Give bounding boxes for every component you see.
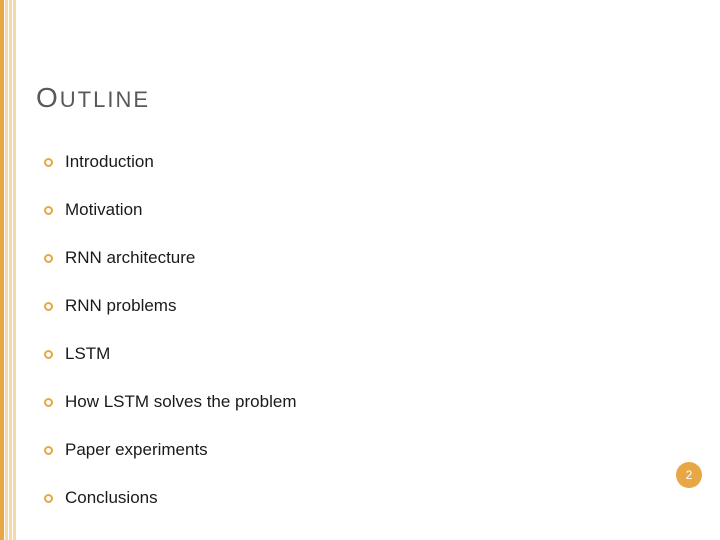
bullet-text: Motivation <box>65 200 142 220</box>
bullet-text: Introduction <box>65 152 154 172</box>
list-item: Introduction <box>44 152 680 172</box>
list-item: RNN problems <box>44 296 680 316</box>
bullet-text: Conclusions <box>65 488 158 508</box>
bullet-list: Introduction Motivation RNN architecture… <box>44 152 680 508</box>
bullet-icon <box>44 302 53 311</box>
bullet-icon <box>44 446 53 455</box>
list-item: Paper experiments <box>44 440 680 460</box>
bullet-text: Paper experiments <box>65 440 208 460</box>
list-item: How LSTM solves the problem <box>44 392 680 412</box>
list-item: LSTM <box>44 344 680 364</box>
bullet-text: RNN problems <box>65 296 176 316</box>
bullet-icon <box>44 494 53 503</box>
title-capital: O <box>36 82 60 113</box>
bullet-icon <box>44 398 53 407</box>
decorative-stripe-1 <box>0 0 4 540</box>
slide-title: OUTLINE <box>36 78 150 115</box>
title-rest: UTLINE <box>60 87 150 112</box>
bullet-text: LSTM <box>65 344 110 364</box>
bullet-icon <box>44 158 53 167</box>
decorative-stripe-4 <box>13 0 16 540</box>
bullet-icon <box>44 254 53 263</box>
bullet-icon <box>44 350 53 359</box>
list-item: Conclusions <box>44 488 680 508</box>
bullet-text: RNN architecture <box>65 248 195 268</box>
list-item: Motivation <box>44 200 680 220</box>
bullet-icon <box>44 206 53 215</box>
decorative-stripe-2 <box>5 0 8 540</box>
bullet-text: How LSTM solves the problem <box>65 392 296 412</box>
decorative-stripe-3 <box>9 0 12 540</box>
page-number-badge: 2 <box>676 462 702 488</box>
page-number: 2 <box>686 468 693 482</box>
list-item: RNN architecture <box>44 248 680 268</box>
